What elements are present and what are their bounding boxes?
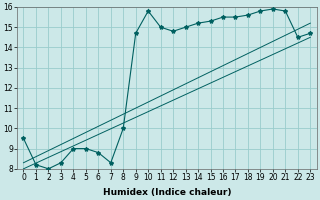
X-axis label: Humidex (Indice chaleur): Humidex (Indice chaleur)	[103, 188, 231, 197]
